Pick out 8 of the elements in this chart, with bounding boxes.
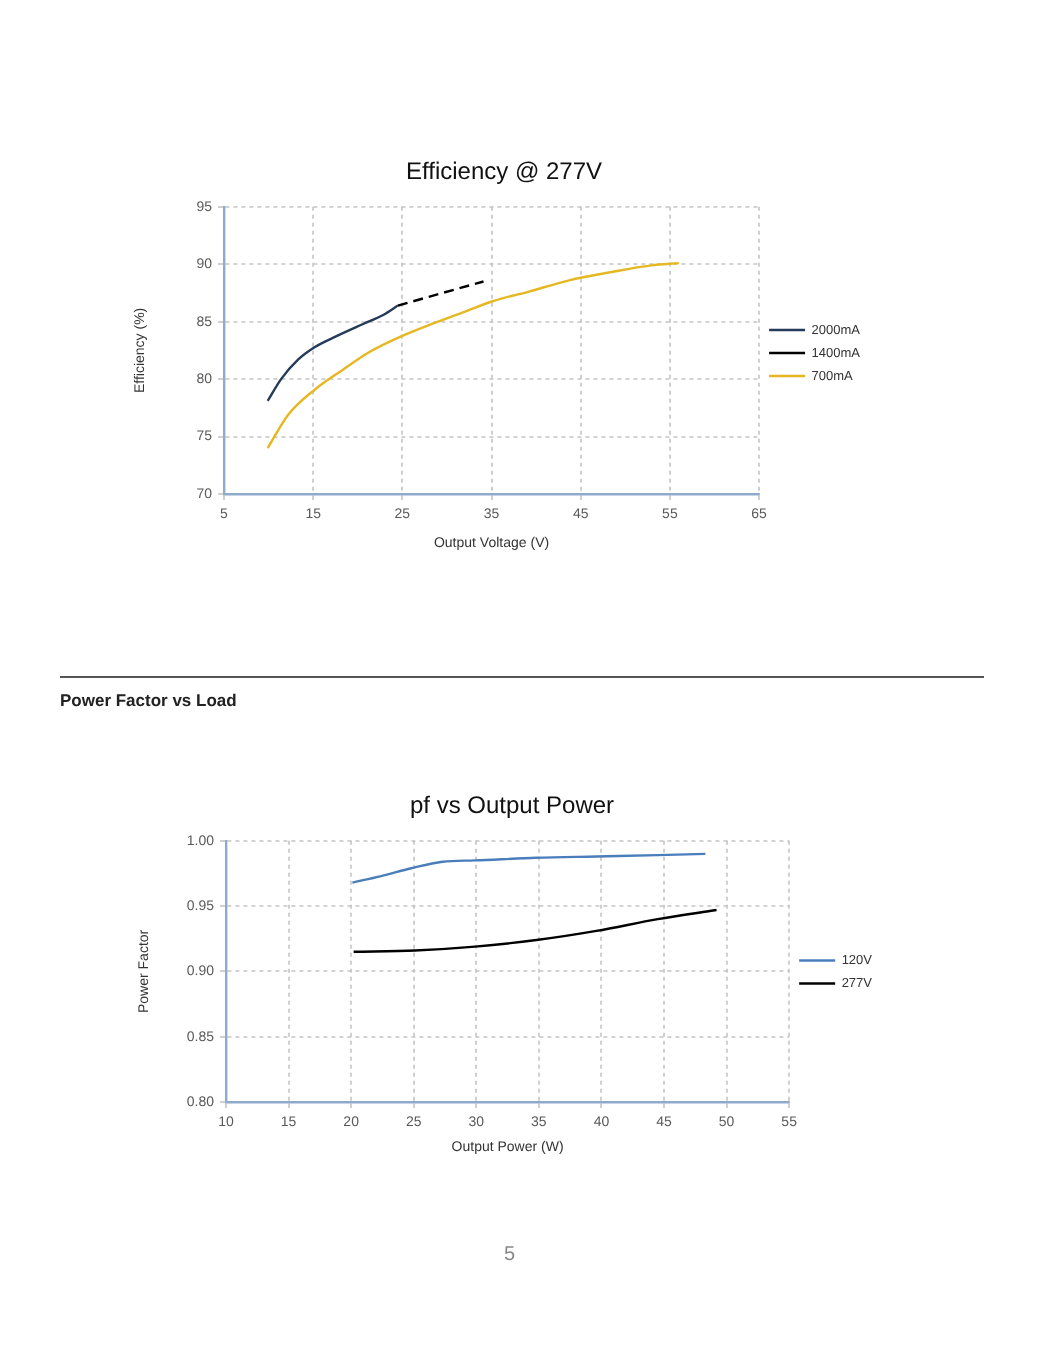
line-series (351, 852, 707, 884)
chart-title: Efficiency @ 277V (405, 157, 603, 186)
line-series (266, 304, 400, 403)
text: 5 (504, 1244, 516, 1268)
text: Power Factor vs Load (60, 690, 237, 711)
chart-title: pf vs Output Power (409, 791, 615, 820)
line-series (352, 908, 718, 954)
line-series (266, 261, 681, 450)
